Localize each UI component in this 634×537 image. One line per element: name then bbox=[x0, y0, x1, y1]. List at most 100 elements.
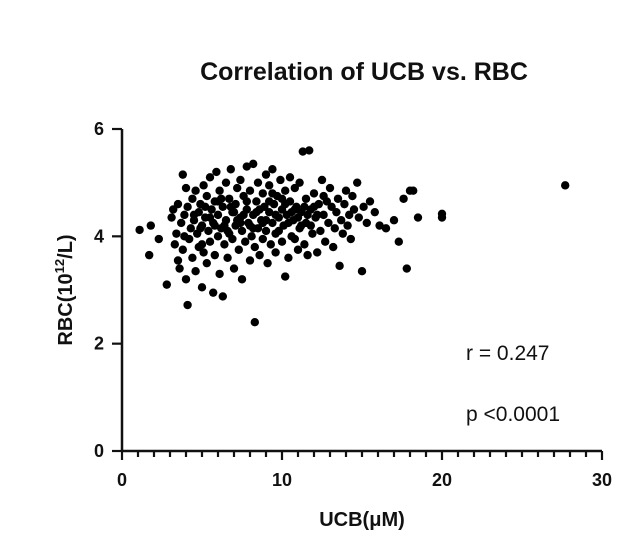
data-point bbox=[316, 226, 325, 236]
data-point bbox=[245, 256, 255, 265]
data-point bbox=[205, 237, 215, 246]
data-point bbox=[205, 213, 215, 222]
data-point bbox=[186, 224, 195, 233]
data-point bbox=[300, 240, 309, 249]
data-point bbox=[215, 269, 224, 279]
data-point bbox=[210, 250, 219, 260]
data-point bbox=[178, 245, 187, 254]
data-point bbox=[199, 248, 208, 257]
data-point bbox=[402, 264, 411, 273]
y-axis-label-main: RBC(10 bbox=[55, 273, 77, 345]
data-point bbox=[258, 189, 267, 198]
data-point bbox=[317, 175, 327, 185]
data-point bbox=[266, 240, 275, 249]
data-point bbox=[309, 202, 319, 212]
data-point bbox=[223, 253, 232, 262]
data-point bbox=[146, 221, 155, 230]
data-point bbox=[277, 237, 287, 246]
data-point bbox=[295, 178, 304, 187]
data-point bbox=[229, 264, 239, 273]
data-point bbox=[225, 194, 234, 203]
x-axis-label: UCB(μM) bbox=[319, 509, 405, 531]
data-point bbox=[309, 189, 319, 198]
data-point bbox=[202, 191, 211, 201]
data-point bbox=[349, 205, 359, 214]
data-point bbox=[324, 218, 333, 228]
data-point bbox=[237, 275, 247, 284]
data-point bbox=[135, 225, 144, 235]
data-point bbox=[338, 229, 347, 238]
y-tick-label: 0 bbox=[94, 441, 104, 461]
data-point bbox=[298, 147, 307, 156]
data-point bbox=[212, 167, 221, 177]
data-point bbox=[189, 210, 199, 220]
data-point bbox=[170, 240, 179, 249]
data-point bbox=[375, 221, 384, 230]
data-point bbox=[265, 181, 274, 190]
data-point bbox=[325, 183, 335, 193]
data-point bbox=[220, 240, 229, 249]
data-point bbox=[237, 226, 247, 236]
data-point bbox=[255, 250, 264, 260]
data-point bbox=[213, 210, 223, 220]
data-point bbox=[210, 221, 219, 230]
data-point bbox=[221, 178, 231, 187]
data-point bbox=[205, 173, 215, 182]
data-point bbox=[303, 210, 312, 220]
data-point bbox=[188, 194, 197, 203]
data-point bbox=[183, 300, 192, 310]
data-point bbox=[321, 237, 330, 246]
data-point bbox=[268, 218, 277, 228]
tick-labels: 0 10 20 30 0 2 4 6 bbox=[94, 119, 612, 490]
data-point bbox=[226, 165, 235, 174]
data-point bbox=[284, 218, 293, 228]
data-point bbox=[215, 186, 224, 195]
data-point bbox=[265, 207, 274, 217]
data-point bbox=[330, 224, 339, 233]
data-point bbox=[306, 221, 315, 230]
data-point bbox=[362, 218, 371, 228]
data-point bbox=[437, 213, 447, 222]
data-point bbox=[252, 197, 261, 206]
data-point bbox=[188, 253, 197, 262]
y-tick-label: 4 bbox=[94, 226, 104, 246]
data-point bbox=[218, 202, 227, 212]
data-point bbox=[218, 292, 227, 301]
plot-area bbox=[135, 146, 570, 327]
data-point bbox=[201, 202, 210, 212]
data-point bbox=[348, 191, 357, 201]
data-point bbox=[154, 234, 163, 244]
data-point bbox=[213, 232, 223, 241]
data-point bbox=[177, 218, 186, 228]
data-point bbox=[245, 221, 255, 230]
data-point bbox=[353, 178, 362, 187]
data-point bbox=[226, 202, 235, 212]
data-point bbox=[303, 250, 312, 260]
data-point bbox=[202, 258, 211, 268]
y-axis-label-end: /L) bbox=[55, 234, 77, 258]
data-point bbox=[175, 264, 184, 273]
data-point bbox=[180, 210, 189, 220]
data-point bbox=[249, 159, 258, 169]
data-point bbox=[250, 318, 259, 327]
data-point bbox=[173, 199, 183, 209]
data-point bbox=[301, 194, 311, 203]
data-point bbox=[357, 267, 367, 276]
data-point bbox=[332, 207, 341, 217]
data-point bbox=[253, 178, 263, 187]
data-point bbox=[290, 234, 299, 244]
data-point bbox=[233, 216, 242, 225]
y-tick-label: 6 bbox=[94, 119, 104, 139]
data-point bbox=[162, 280, 171, 289]
data-point bbox=[293, 213, 303, 222]
data-point bbox=[319, 191, 328, 201]
data-point bbox=[277, 194, 287, 203]
data-point bbox=[319, 210, 328, 220]
y-axis-label-sup: 12 bbox=[52, 259, 67, 273]
data-point bbox=[561, 181, 570, 190]
data-point bbox=[239, 210, 248, 220]
data-point bbox=[228, 234, 237, 244]
data-point bbox=[181, 183, 191, 193]
data-point bbox=[250, 242, 259, 252]
data-point bbox=[346, 234, 355, 244]
